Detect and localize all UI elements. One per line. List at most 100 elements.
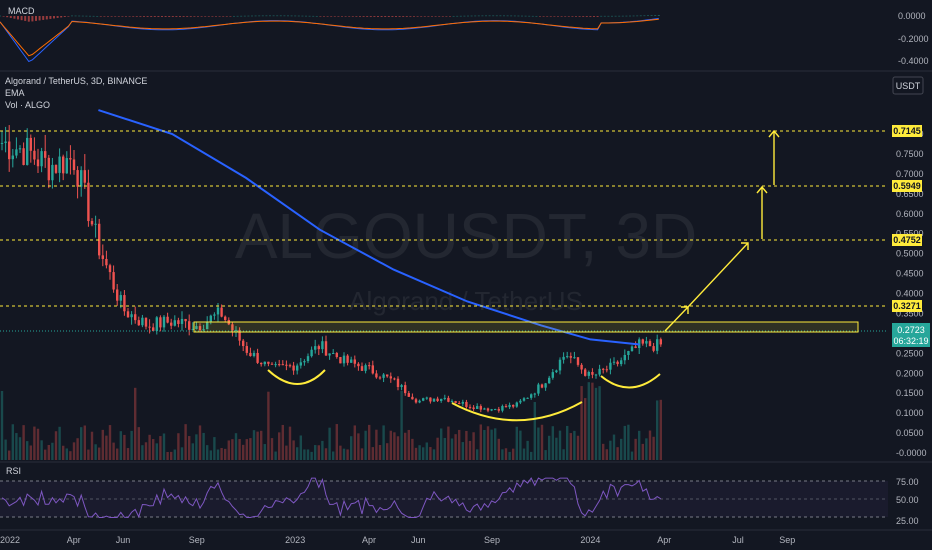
candle-body [134, 314, 137, 321]
candle-body [101, 255, 104, 259]
macd-hist-bar [35, 16, 37, 21]
candle-body [188, 321, 191, 330]
tag-0.5949 [892, 180, 922, 192]
volume-bar [450, 438, 454, 460]
candle-body [213, 314, 216, 316]
macd-hist-bar [513, 15, 516, 17]
head-arc[interactable] [451, 401, 583, 422]
volume-bar [152, 439, 155, 460]
macd-hist-bar [110, 16, 113, 17]
macd-hist-bar [63, 16, 66, 17]
macd-hist-bar [380, 16, 383, 17]
candle-body [368, 365, 371, 367]
macd-hist-bar [168, 16, 171, 17]
macd-hist-bar [103, 16, 106, 17]
volume-bar [29, 445, 32, 460]
volume-bar [148, 434, 151, 460]
macd-hist-bar [197, 16, 199, 17]
volume-bar [270, 438, 274, 460]
volume-bar [69, 451, 72, 460]
volume-bar [15, 433, 18, 460]
candle-body [540, 384, 544, 388]
candle-body [58, 156, 61, 173]
candle-body [447, 397, 450, 402]
candle-body [324, 341, 328, 356]
volume-bar [134, 387, 137, 460]
candle-body [65, 158, 68, 174]
candle-body [548, 377, 551, 384]
macd-hist-bar [146, 16, 149, 17]
volume-bar [440, 428, 443, 460]
volume-bar [44, 449, 47, 460]
volume-bar [573, 430, 576, 460]
volume-bar [170, 451, 173, 460]
candle-body [573, 357, 576, 359]
candle-body [602, 368, 605, 370]
volume-bar [504, 448, 508, 460]
macd-hist-bar [305, 15, 307, 17]
volume-bar [188, 436, 191, 460]
candle-body [566, 356, 569, 358]
target-arrows[interactable] [664, 129, 780, 332]
volume-bar [220, 447, 223, 460]
macd-hist-bar [92, 15, 95, 17]
price-tick: 0.6000 [896, 209, 924, 219]
volume-bar [198, 425, 202, 460]
volume-bar [245, 439, 248, 460]
candle-body [0, 142, 4, 144]
volume-bar [0, 390, 4, 460]
volume-bar [429, 447, 432, 460]
candle-body [317, 346, 320, 350]
candle-body [364, 365, 367, 371]
candle-body [278, 364, 281, 366]
support-zone-box[interactable] [193, 321, 859, 333]
macd-hist-bar [107, 16, 109, 17]
volume-bar [389, 430, 392, 460]
macd-hist-bar [254, 15, 257, 17]
right-shoulder-arc[interactable] [600, 373, 661, 389]
currency-button[interactable] [892, 76, 924, 95]
candle-body [206, 321, 209, 330]
volume-bar [436, 437, 439, 460]
volume-bar [364, 430, 367, 460]
macd-hist-bar [377, 16, 379, 17]
volume-bar [292, 440, 295, 460]
macd-hist-bar [341, 16, 343, 17]
volume-bar [533, 402, 536, 460]
volume-bar [501, 449, 504, 460]
volume-bar [123, 434, 126, 460]
candle-body [180, 318, 184, 324]
candle-body [591, 371, 594, 375]
macd-hist-bar [413, 16, 415, 17]
price-tick: 0.0500 [896, 428, 924, 438]
macd-hist-bar [60, 16, 63, 18]
macd-hist-bar [53, 16, 55, 19]
currency-button-label: USDT [896, 81, 921, 91]
candle-body [425, 397, 428, 399]
volume-bar [65, 448, 68, 460]
macd-hist-bar [348, 16, 351, 17]
macd-hist-bar [647, 15, 649, 17]
time-axis[interactable]: 2022 Apr Jun Sep 2023 Apr Jun Sep 2024 Apr Jul Sep [0, 535, 795, 545]
candle-body [587, 371, 590, 376]
candle-body [659, 339, 662, 345]
volume-bar [587, 382, 590, 460]
volume-bar [314, 445, 317, 460]
price-axis[interactable]: 0.80000.75000.70000.65000.60000.55000.50… [896, 129, 927, 458]
candle-body [396, 378, 400, 388]
volume-bar [522, 448, 526, 460]
volume-bar [216, 449, 220, 460]
volume-bar [620, 438, 623, 460]
candle-body [166, 316, 169, 323]
macd-hist-bar [153, 16, 156, 17]
candle-body [274, 364, 277, 366]
left-shoulder-arc[interactable] [267, 369, 326, 385]
candle-body [620, 360, 623, 365]
rsi-tick-1: 50.00 [896, 495, 919, 505]
volume-bar [425, 442, 428, 460]
candle-body [281, 364, 284, 366]
macd-hist-bar [373, 16, 376, 17]
macd-hist-bar [499, 15, 502, 17]
macd-hist-bar [17, 16, 19, 20]
